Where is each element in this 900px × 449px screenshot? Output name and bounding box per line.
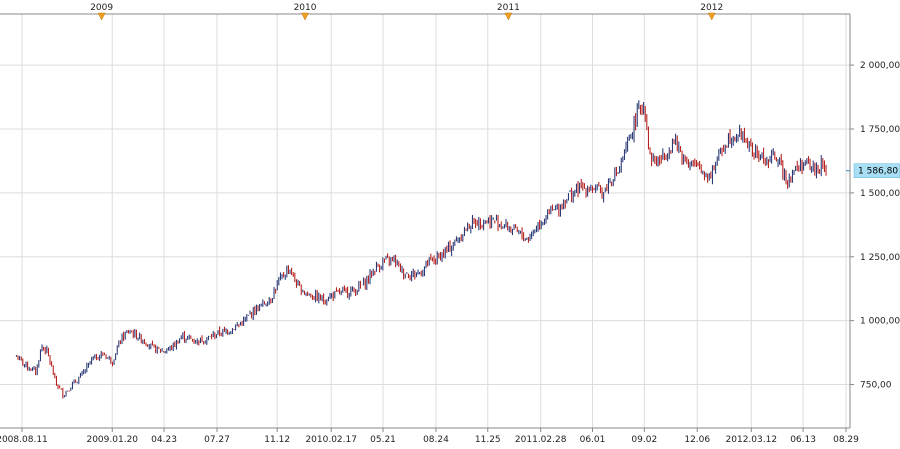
x-tick-labels: 2008.08.11 2009.01.20 04.23 07.27 11.12 2010.… — [0, 428, 859, 445]
y-tick-label: 1 750,00 — [860, 125, 900, 135]
x-tick-label: 11.25 — [475, 435, 501, 445]
y-tick-label: 1 500,00 — [860, 189, 900, 199]
x-tick-label: 2009.01.20 — [86, 435, 138, 445]
plot-background — [0, 14, 850, 428]
y-tick-labels: 2 000,00 1 750,00 1 500,00 1 250,00 1 000,00… — [850, 61, 900, 391]
last-value-badge — [853, 163, 900, 178]
x-tick-label: 07.27 — [204, 435, 230, 445]
year-label: 2010 — [294, 3, 317, 13]
x-tick-label: 06.13 — [790, 435, 816, 445]
x-tick-label: 12.06 — [684, 435, 710, 445]
year-label: 2009 — [90, 3, 113, 13]
year-marker-triangle — [504, 12, 513, 21]
year-label: 2012 — [700, 3, 723, 13]
x-tick-label: 05.21 — [370, 435, 396, 445]
year-label: 2011 — [497, 3, 520, 13]
year-marker-triangle — [707, 12, 716, 21]
price-series — [15, 100, 827, 399]
x-tick-label: 09.02 — [631, 435, 657, 445]
x-tick-label: 08.29 — [833, 435, 859, 445]
x-tick-label: 08.24 — [423, 435, 449, 445]
year-markers: 2009 2010 2011 2012 — [90, 3, 723, 21]
grid-lines — [0, 14, 850, 428]
y-tick-label: 1 250,00 — [860, 253, 900, 263]
y-tick-label: 2 000,00 — [860, 61, 900, 71]
y-tick-label: 1 000,00 — [860, 317, 900, 327]
y-tick-label: 750,00 — [860, 381, 892, 391]
year-marker-triangle — [301, 12, 309, 21]
x-tick-label: 2010.02.17 — [305, 435, 357, 445]
x-tick-label: 2011.02.28 — [515, 435, 567, 445]
x-tick-label: 06.01 — [580, 435, 606, 445]
x-tick-label: 04.23 — [151, 435, 177, 445]
x-tick-label: 2012.03.12 — [726, 435, 778, 445]
year-marker-triangle — [97, 12, 106, 21]
axes — [0, 13, 851, 429]
x-tick-label: 2008.08.11 — [0, 435, 48, 445]
last-value-marker: 1 586,80 — [846, 163, 900, 178]
last-value-label: 1 586,80 — [858, 167, 898, 177]
x-tick-label: 11.12 — [264, 435, 290, 445]
